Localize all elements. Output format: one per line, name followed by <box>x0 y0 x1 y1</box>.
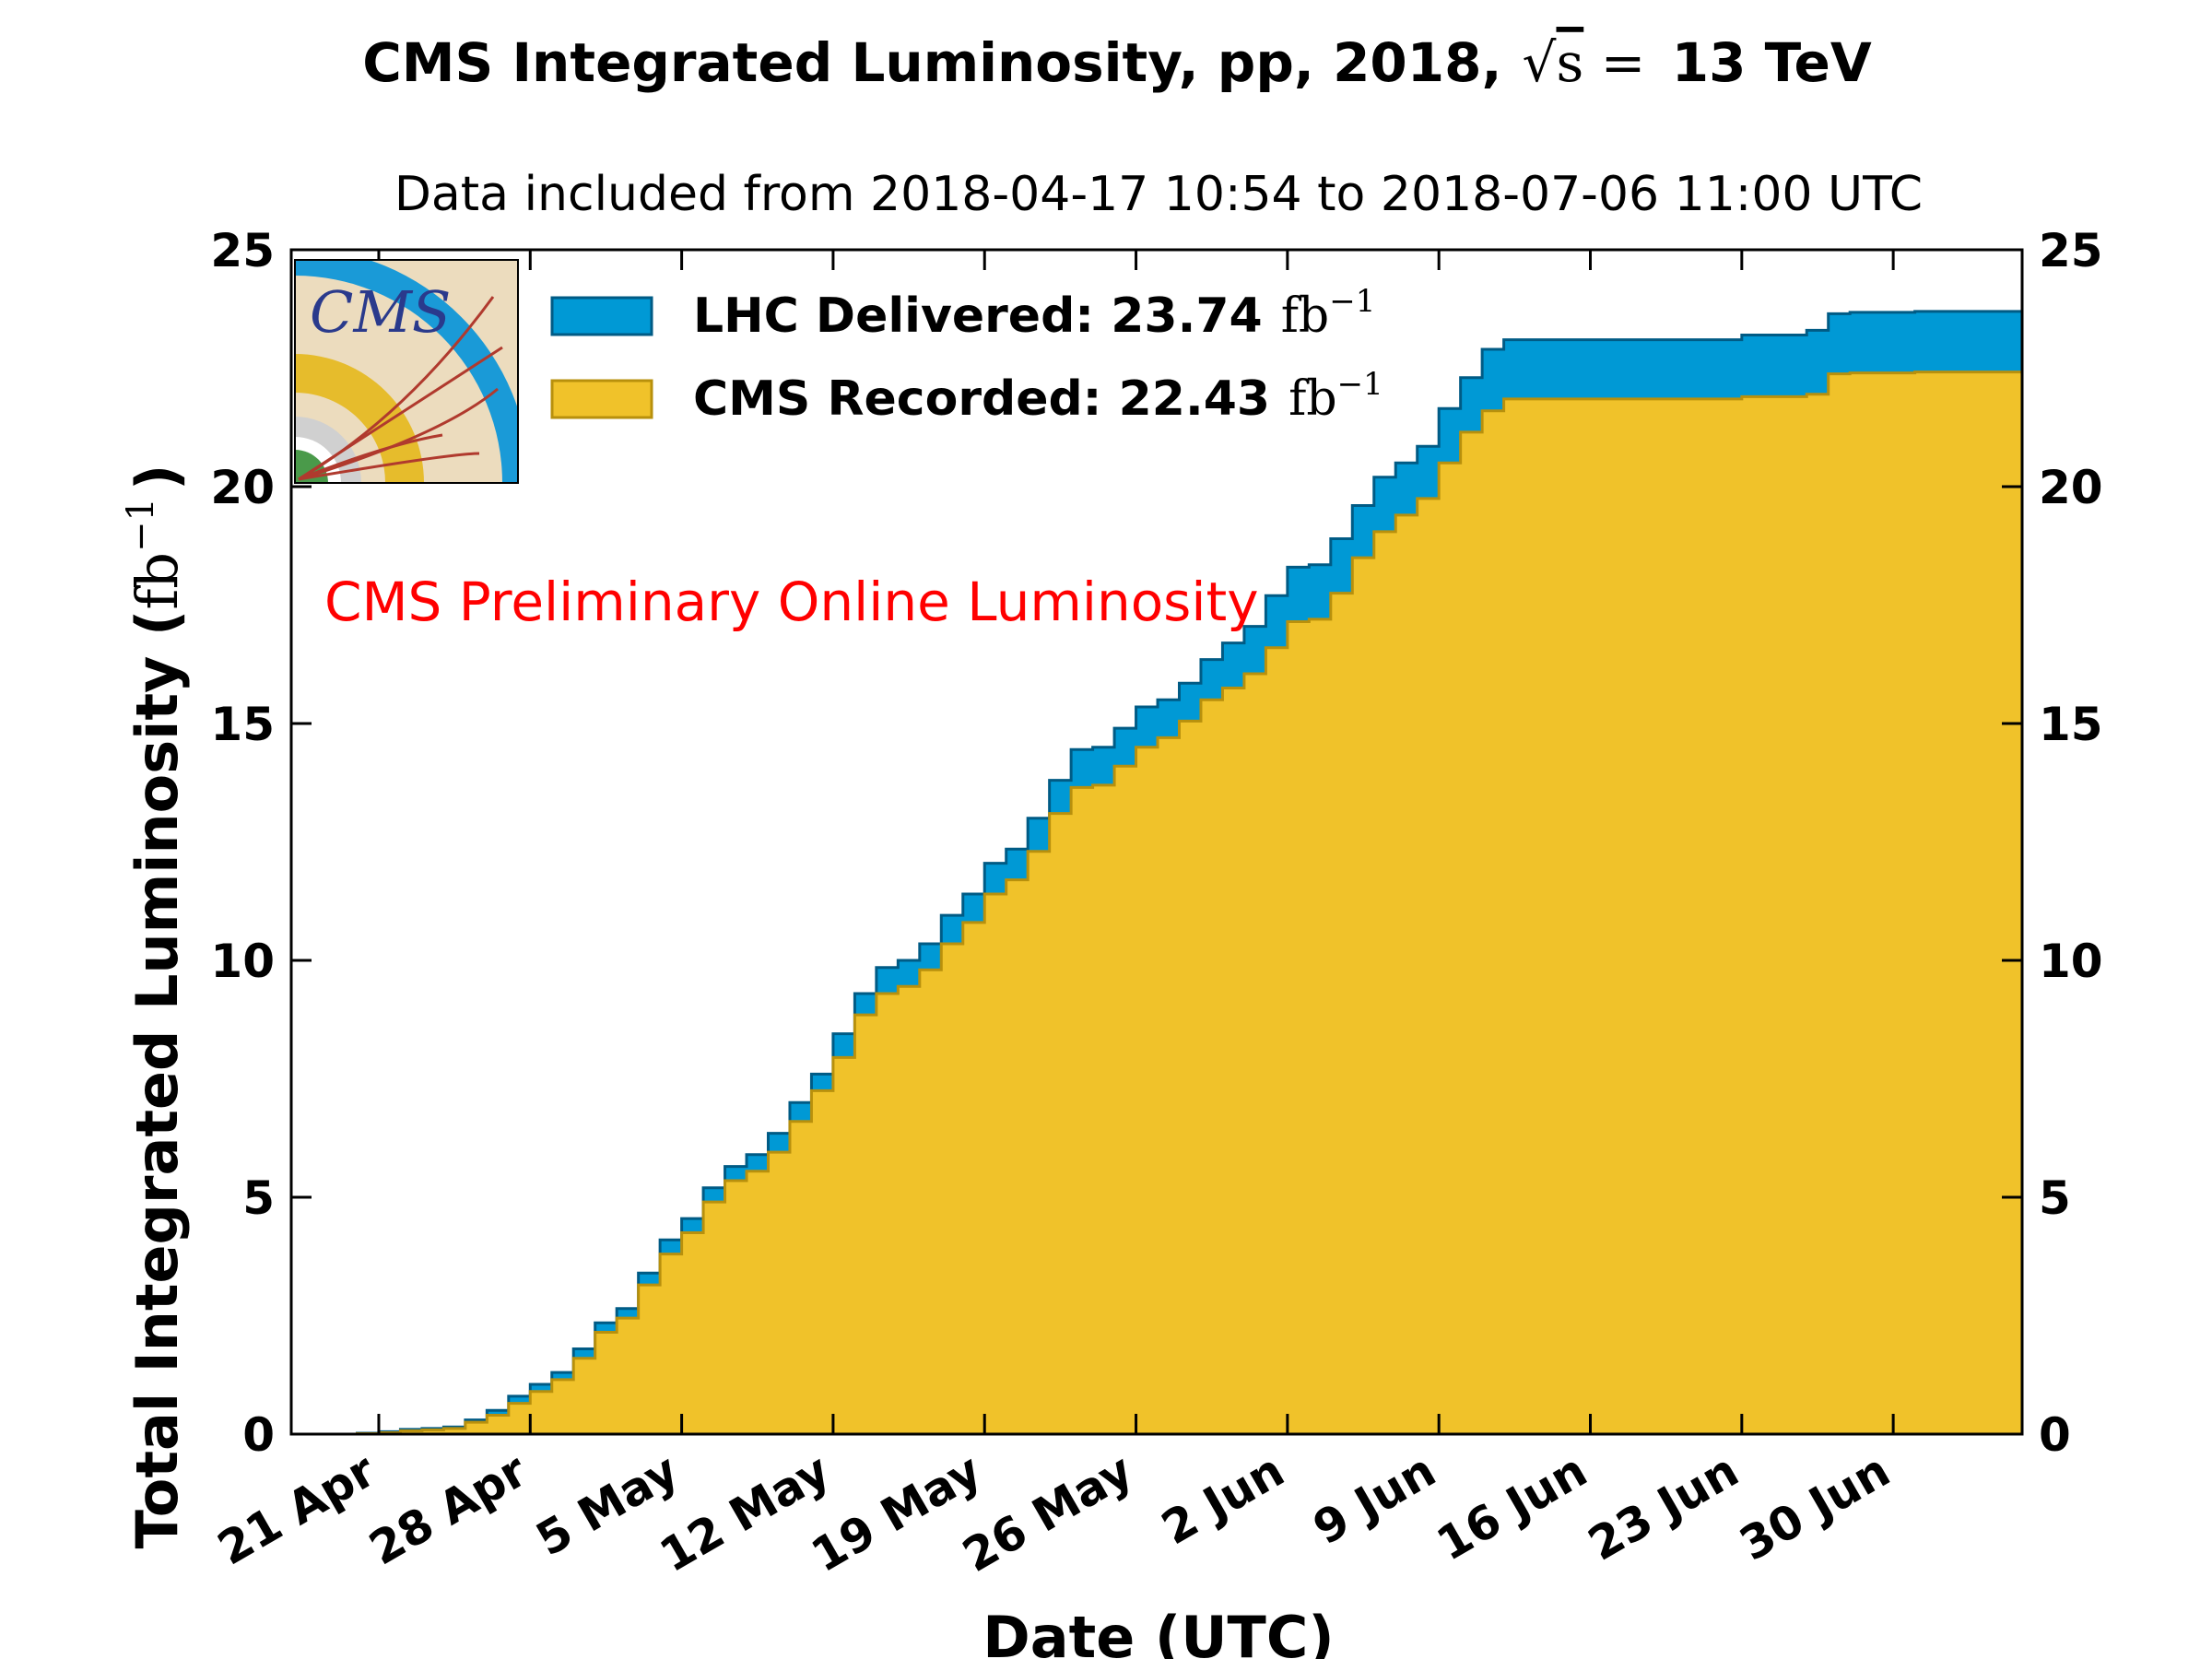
y-axis-label: Total Integrated Luminosity (fb−1) <box>120 465 191 1549</box>
plot-frame <box>289 248 2024 1436</box>
plot-border <box>289 248 2024 1436</box>
x-axis-label: Date (UTC) <box>982 1604 1334 1659</box>
x-tick-label: 2 Jun <box>1153 1443 1293 1555</box>
legend-swatch-recorded <box>550 379 653 419</box>
y-tick-label-left: 15 <box>210 698 275 751</box>
y-tick-label-left: 10 <box>210 935 275 988</box>
legend-label-delivered: LHC Delivered: 23.74 fb−1 <box>693 283 1375 344</box>
y-tick-label-right: 20 <box>2039 461 2103 514</box>
y-tick-label-left: 20 <box>210 461 275 514</box>
x-tick-label: 9 Jun <box>1304 1443 1444 1555</box>
y-tick-label-left: 5 <box>242 1171 275 1225</box>
y-tick-label-right: 25 <box>2039 224 2103 277</box>
legend-label-recorded: CMS Recorded: 22.43 fb−1 <box>693 366 1383 427</box>
y-tick-label-right: 0 <box>2039 1408 2071 1462</box>
x-tick-label: 28 Apr <box>360 1443 535 1575</box>
x-tick-label: 12 May <box>651 1443 839 1583</box>
area-layer <box>291 309 2024 1436</box>
y-tick-label-left: 25 <box>210 224 275 277</box>
y-tick-label-right: 15 <box>2039 698 2103 751</box>
x-tick-label: 23 Jun <box>1580 1443 1747 1571</box>
legend-swatch-delivered <box>550 296 653 336</box>
x-tick-label: 26 May <box>954 1443 1142 1583</box>
x-tick-label: 16 Jun <box>1428 1443 1595 1571</box>
legend: LHC Delivered: 23.74 fb−1 CMS Recorded: 2… <box>550 283 1383 427</box>
x-tick-label: 19 May <box>803 1443 991 1583</box>
x-tick-label: 30 Jun <box>1731 1443 1899 1571</box>
chart-title: CMS Integrated Luminosity, pp, 2018, √s =… <box>362 31 1872 94</box>
series-recorded-area <box>291 371 2024 1436</box>
x-tick-label: 21 Apr <box>209 1443 384 1575</box>
y-tick-label-left: 0 <box>242 1408 275 1462</box>
chart-subtitle: Data included from 2018-04-17 10:54 to 2… <box>394 167 1923 222</box>
y-tick-label-right: 10 <box>2039 935 2103 988</box>
preliminary-annotation: CMS Preliminary Online Luminosity <box>324 571 1259 633</box>
cms-logo: CMS <box>294 259 519 484</box>
y-tick-label-right: 5 <box>2039 1171 2071 1225</box>
cms-logo-text: CMS <box>310 278 451 346</box>
